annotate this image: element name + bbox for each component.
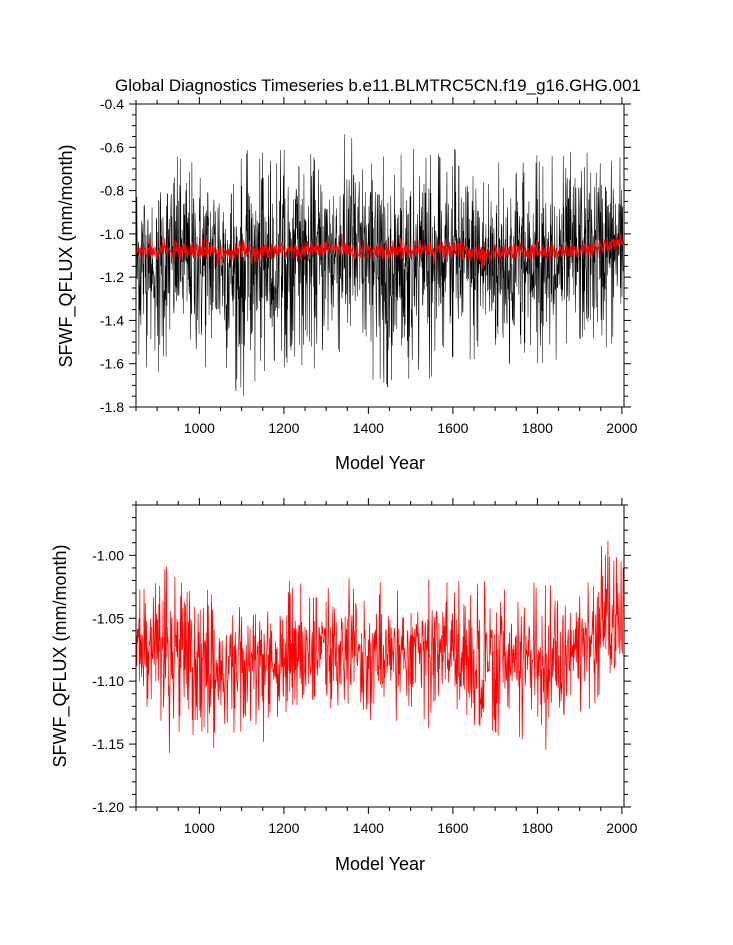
top-y-tick-label: -0.6	[100, 139, 124, 155]
annual-series-line-zoom	[136, 540, 624, 753]
bottom-x-tick-label: 1400	[353, 820, 384, 836]
bottom-y-tick-label: -1.00	[92, 547, 124, 563]
monthly-series-line	[135, 134, 624, 396]
bottom-x-tick-label: 1200	[268, 820, 299, 836]
top-x-tick-label: 2000	[606, 420, 637, 436]
top-y-tick-label: -1.8	[100, 399, 124, 415]
annual-series-line	[135, 233, 624, 269]
top-x-tick-label: 1400	[353, 420, 384, 436]
bottom-x-tick-label: 2000	[606, 820, 637, 836]
top-y-axis-label: SFWF_QFLUX (mm/month)	[56, 144, 77, 367]
top-panel: Global Diagnostics Timeseries b.e11.BLMT…	[56, 76, 641, 473]
bottom-y-tick-label: -1.15	[92, 736, 124, 752]
bottom-x-tick-label: 1800	[522, 820, 553, 836]
bottom-x-tick-label: 1000	[184, 820, 215, 836]
bottom-panel: 1000 1200 1400 1600 1800 2000 -1.20 -1.15 -1.10 -…	[50, 498, 638, 874]
top-y-tick-label: -1.0	[100, 226, 124, 242]
top-y-tick-label: -1.2	[100, 269, 124, 285]
top-y-tick-label: -0.4	[100, 96, 124, 112]
top-y-tick-label: -0.8	[100, 183, 124, 199]
bottom-plot-area	[136, 540, 624, 753]
top-y-tick-label: -1.6	[100, 356, 124, 372]
chart-title: Global Diagnostics Timeseries b.e11.BLMT…	[115, 76, 641, 95]
top-x-tick-label: 1000	[184, 420, 215, 436]
top-plot-area	[135, 134, 624, 396]
bottom-x-axis-label: Model Year	[335, 854, 425, 874]
top-axes: 1000 1200 1400 1600 1800 2000 -1.8 -1.6 -1.4 -1.2…	[100, 96, 638, 436]
top-x-axis-label: Model Year	[335, 453, 425, 473]
bottom-x-tick-label: 1600	[437, 820, 468, 836]
top-x-tick-label: 1600	[437, 420, 468, 436]
bottom-y-tick-label: -1.05	[92, 610, 124, 626]
bottom-y-tick-label: -1.20	[92, 799, 124, 815]
top-x-tick-label: 1800	[522, 420, 553, 436]
bottom-axes: 1000 1200 1400 1600 1800 2000 -1.20 -1.15 -1.10 -…	[92, 498, 638, 836]
top-y-tick-label: -1.4	[100, 312, 124, 328]
bottom-y-tick-label: -1.10	[92, 673, 124, 689]
bottom-y-axis-label: SFWF_QFLUX (mm/month)	[50, 544, 71, 767]
top-x-tick-label: 1200	[268, 420, 299, 436]
